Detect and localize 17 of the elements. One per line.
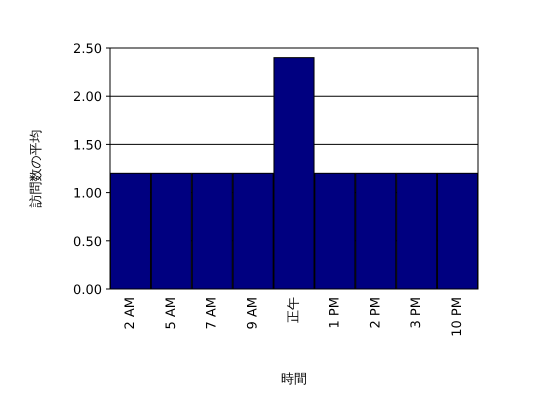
y-tick-label: 1.00 xyxy=(73,186,102,202)
x-tick-label: 9 AM xyxy=(246,297,261,330)
x-tick-label: 3 PM xyxy=(409,297,424,328)
x-tick-label: 1 PM xyxy=(327,297,342,328)
y-tick-label: 0.50 xyxy=(73,234,102,250)
y-tick-label: 2.50 xyxy=(73,42,102,57)
y-tick-label: 1.50 xyxy=(73,138,102,154)
x-tick-label: 10 PM xyxy=(450,297,466,337)
y-tick-label: 0.00 xyxy=(73,283,102,298)
y-axis-title: 訪問数の平均 xyxy=(29,130,44,208)
x-tick-label: 7 AM xyxy=(204,297,220,330)
x-tick-label: 正午 xyxy=(286,297,302,323)
x-axis-title: 時間 xyxy=(281,372,307,387)
x-tick-label: 2 AM xyxy=(122,297,138,330)
x-tick-label: 5 AM xyxy=(164,297,179,330)
x-tick-label: 2 PM xyxy=(368,297,384,328)
y-tick-label: 2.00 xyxy=(73,90,102,106)
